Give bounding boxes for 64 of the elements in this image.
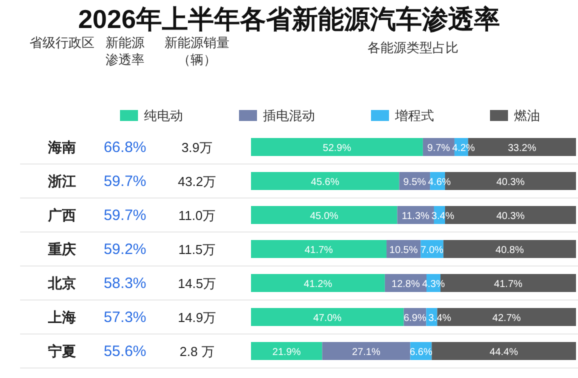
data-label: 40.3% xyxy=(496,177,525,188)
data-label: 33.2% xyxy=(508,143,536,154)
y-axis-title: 省级行政区 xyxy=(30,35,94,50)
data-label: 42.7% xyxy=(492,313,521,324)
chart-title: 各能源类型占比 xyxy=(368,40,458,55)
data-label: 10.5% xyxy=(389,245,418,256)
text: 11.0万 xyxy=(178,208,216,223)
bar xyxy=(322,342,410,360)
text: 59.7% xyxy=(104,207,146,224)
text: 11.5万 xyxy=(178,242,216,257)
y-tick-label: 广西 xyxy=(47,207,76,223)
text: 59.2% xyxy=(104,241,146,258)
data-label: 9.7% xyxy=(427,143,450,154)
data-label: 7.0% xyxy=(420,245,444,256)
data-label: 41.7% xyxy=(494,279,523,290)
text: 2.8 万 xyxy=(180,344,214,359)
text: 14.9万 xyxy=(178,310,216,325)
y-tick-label: 重庆 xyxy=(47,241,76,257)
data-label: 44.4% xyxy=(490,347,518,358)
bar xyxy=(251,308,404,326)
text: 3.9万 xyxy=(181,140,213,155)
data-label: 21.9% xyxy=(272,347,301,358)
text: 59.7% xyxy=(104,173,146,190)
text: 55.6% xyxy=(104,343,146,360)
bar xyxy=(251,274,385,292)
text: 66.8% xyxy=(104,139,146,156)
y-tick-label: 浙江 xyxy=(47,173,76,189)
text: 57.3% xyxy=(104,309,146,326)
bar xyxy=(443,240,576,258)
text: 新能源渗透率 xyxy=(106,35,144,67)
data-label: 9.5% xyxy=(403,177,426,188)
data-label: 40.3% xyxy=(496,211,525,222)
data-label: 12.8% xyxy=(392,279,420,290)
data-label: 41.2% xyxy=(304,279,332,290)
legend-label: 增程式 xyxy=(394,108,434,123)
data-label: 3.4% xyxy=(431,211,454,222)
y-tick-label: 海南 xyxy=(47,139,76,155)
y-tick-label: 北京 xyxy=(47,275,76,291)
data-label: 52.9% xyxy=(322,143,352,154)
bar xyxy=(432,342,576,360)
data-label: 45.6% xyxy=(310,177,340,188)
data-label: 27.1% xyxy=(352,347,380,358)
data-label: 6.6% xyxy=(410,347,432,358)
bar xyxy=(251,240,387,258)
legend-label: 燃油 xyxy=(514,108,540,123)
data-label: 41.7% xyxy=(304,245,334,256)
data-label: 6.9% xyxy=(404,313,426,324)
bar xyxy=(251,138,423,156)
data-label: 11.3% xyxy=(402,211,430,222)
y-tick-label: 上海 xyxy=(47,309,76,325)
bar xyxy=(251,342,322,360)
legend-label: 插电混动 xyxy=(263,108,315,123)
text: 新能源销量（辆） xyxy=(164,35,230,67)
text: 14.5万 xyxy=(178,276,216,291)
data-label: 40.8% xyxy=(496,245,524,256)
text: 43.2万 xyxy=(178,174,216,189)
text: 58.3% xyxy=(104,275,146,292)
bar xyxy=(251,206,398,224)
bar xyxy=(251,172,400,190)
data-label: 45.0% xyxy=(310,211,338,222)
y-tick-label: 宁夏 xyxy=(48,343,76,359)
data-label: 47.0% xyxy=(313,313,342,324)
text: 2026年上半年各省新能源汽车渗透率 xyxy=(78,4,500,34)
legend-label: 纯电动 xyxy=(144,108,183,123)
